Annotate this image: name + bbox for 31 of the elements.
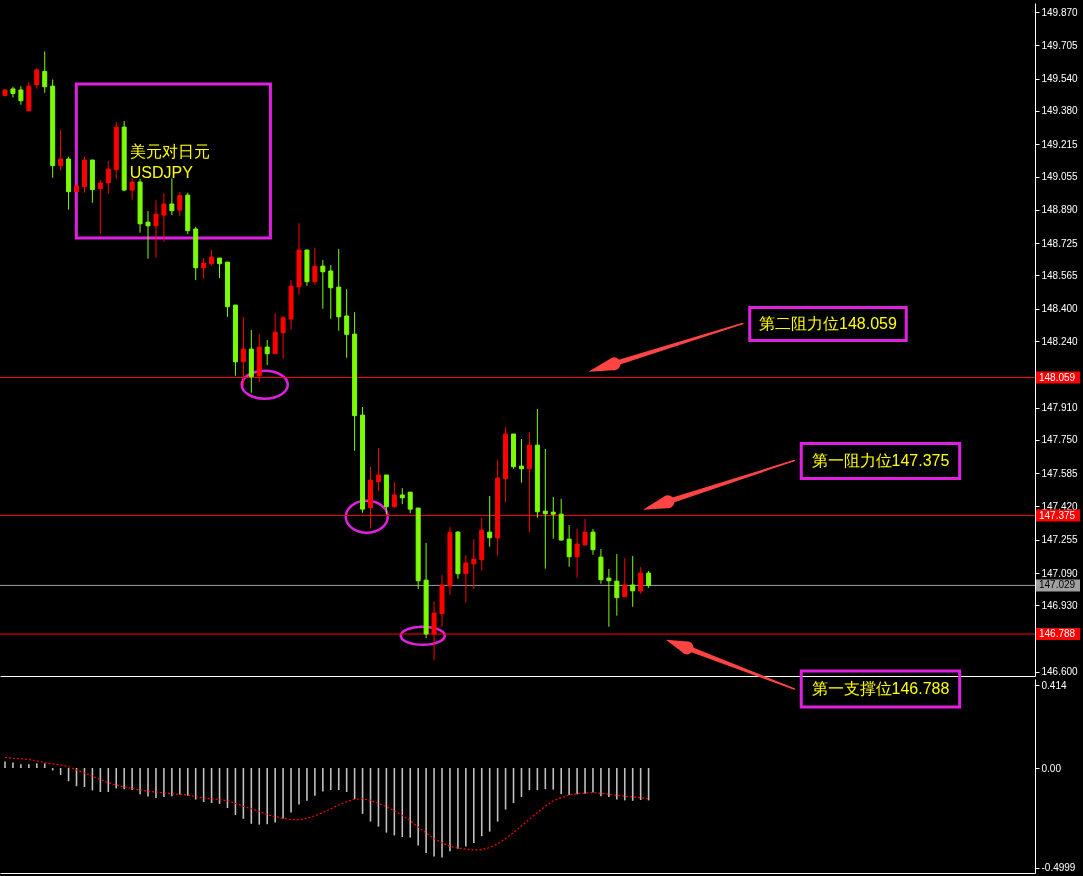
- ref-line-label: 147.375: [1039, 509, 1076, 521]
- annotation: 第一支撑位146.788: [811, 680, 950, 698]
- y-tick-label: 146.930: [1041, 599, 1079, 611]
- y-tick-label: 147.255: [1041, 534, 1079, 546]
- y-tick-label: 148.400: [1041, 303, 1079, 315]
- y-tick-label: 0.414: [1041, 679, 1067, 691]
- y-tick-label: 148.565: [1041, 269, 1079, 281]
- y-tick-label: 149.215: [1041, 138, 1079, 150]
- y-tick-label: 147.420: [1041, 500, 1079, 512]
- y-tick-label: 148.725: [1041, 237, 1079, 249]
- y-tick-label: 148.240: [1041, 335, 1079, 347]
- ref-line-label: 148.059: [1039, 371, 1076, 383]
- y-tick-label: 147.585: [1041, 467, 1079, 479]
- y-tick-label: 147.910: [1041, 402, 1079, 414]
- y-tick-label: 149.055: [1041, 171, 1079, 183]
- annotation: 第二阻力位148.059: [759, 315, 897, 333]
- y-tick-label: 147.090: [1041, 567, 1079, 579]
- ref-line-label: 146.788: [1039, 628, 1076, 640]
- y-tick-label: 149.540: [1041, 73, 1079, 85]
- annotation: 第一阻力位147.375: [811, 452, 950, 470]
- y-tick-label: 148.890: [1041, 204, 1079, 216]
- ref-line-label: 147.029: [1039, 579, 1076, 591]
- annotation: 美元对日元: [129, 143, 210, 160]
- y-tick-label: 0.00: [1041, 762, 1062, 774]
- y-tick-label: 149.380: [1041, 105, 1079, 117]
- y-tick-label: 149.705: [1041, 39, 1079, 51]
- y-tick-label: -0.4999: [1041, 862, 1076, 874]
- y-tick-label: 147.750: [1041, 434, 1079, 446]
- annotation: USDJPY: [129, 164, 194, 181]
- y-tick-label: 146.600: [1041, 666, 1079, 678]
- y-tick-label: 149.870: [1041, 6, 1079, 18]
